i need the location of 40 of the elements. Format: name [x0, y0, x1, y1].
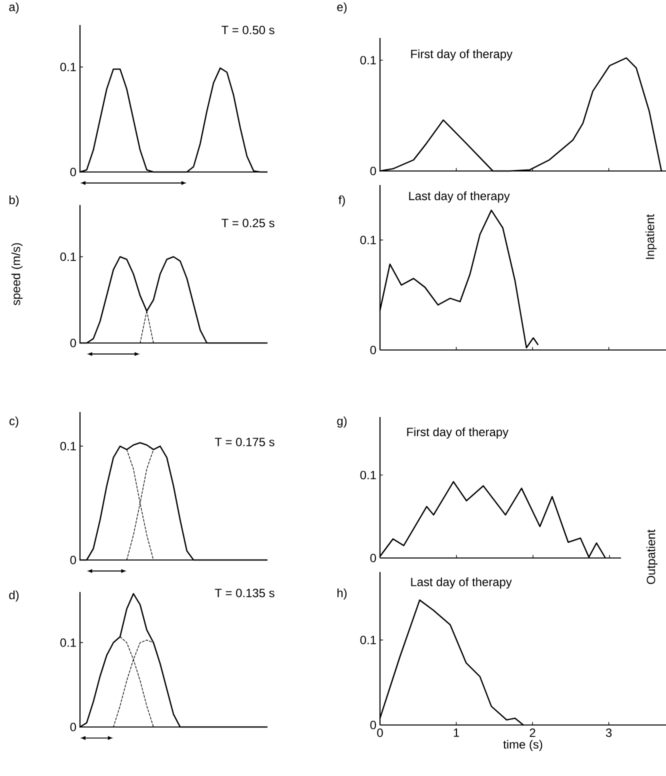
y-tick-label: 0.1	[360, 236, 376, 244]
y-tick-label: 0	[370, 166, 376, 176]
y-tick-label: 0	[70, 556, 76, 564]
annotation: Outpatient	[646, 530, 658, 584]
annotation: T = 0.25 s	[222, 218, 274, 228]
annotation: T = 0.50 s	[222, 26, 274, 34]
chart-title: e)	[337, 2, 347, 14]
y-tick-label: 0.1	[60, 252, 76, 261]
x-tick-label: 2	[530, 728, 536, 737]
y-tick-label: 0.1	[360, 636, 376, 644]
x-tick-label: 3	[606, 728, 612, 737]
y-tick-label: 0	[70, 338, 76, 348]
y-tick-label: 0.1	[360, 56, 376, 64]
y-axis-title: speed (m/s)	[11, 243, 23, 306]
annotation: First day of therapy	[411, 49, 512, 61]
y-tick-label: 0.1	[60, 442, 76, 450]
chart-title: a)	[9, 2, 19, 14]
annotation: Inpatient	[645, 214, 657, 259]
text: h)	[338, 588, 347, 600]
y-tick-label: 0	[370, 346, 376, 354]
y-tick-label: 0	[370, 554, 376, 562]
text: f)	[338, 195, 345, 207]
y-tick-label: 0	[370, 720, 376, 730]
chart-title: d)	[9, 590, 19, 602]
annotation: First day of therapy	[407, 427, 508, 439]
y-tick-label: 0.1	[360, 470, 376, 480]
y-tick-label: 0	[70, 722, 76, 732]
annotation: T = 0.175 s	[214, 438, 274, 446]
y-tick-label: 0	[70, 168, 76, 176]
chart-title: g)	[337, 416, 347, 428]
x-tick-label: 1	[454, 728, 460, 737]
annotation: Last day of therapy	[411, 577, 512, 589]
x-axis-title: time (s)	[503, 740, 542, 751]
annotation: Last day of therapy	[409, 191, 510, 203]
y-tick-label: 0.1	[60, 62, 76, 72]
chart-title: b)	[9, 195, 19, 207]
chart-title: c)	[10, 416, 18, 428]
y-tick-label: 0.1	[60, 638, 76, 647]
x-tick-label: 0	[377, 728, 383, 737]
annotation: T = 0.135 s	[214, 588, 274, 598]
